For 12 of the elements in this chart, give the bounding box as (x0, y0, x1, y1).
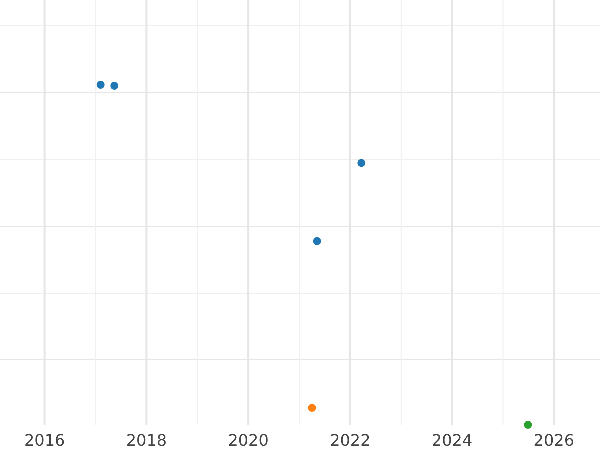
point (308, 404, 316, 412)
x-tick-label: 2022 (330, 431, 371, 450)
x-tick-label: 2016 (24, 431, 66, 450)
point (96, 81, 105, 89)
x-tick-label: 2026 (534, 431, 575, 450)
x-tick-label: 2020 (228, 431, 269, 450)
x-tick-label: 2024 (432, 431, 473, 450)
point (110, 82, 119, 90)
point (358, 159, 366, 168)
point (313, 237, 322, 246)
point (524, 421, 532, 429)
x-tick-label: 2018 (126, 431, 168, 450)
